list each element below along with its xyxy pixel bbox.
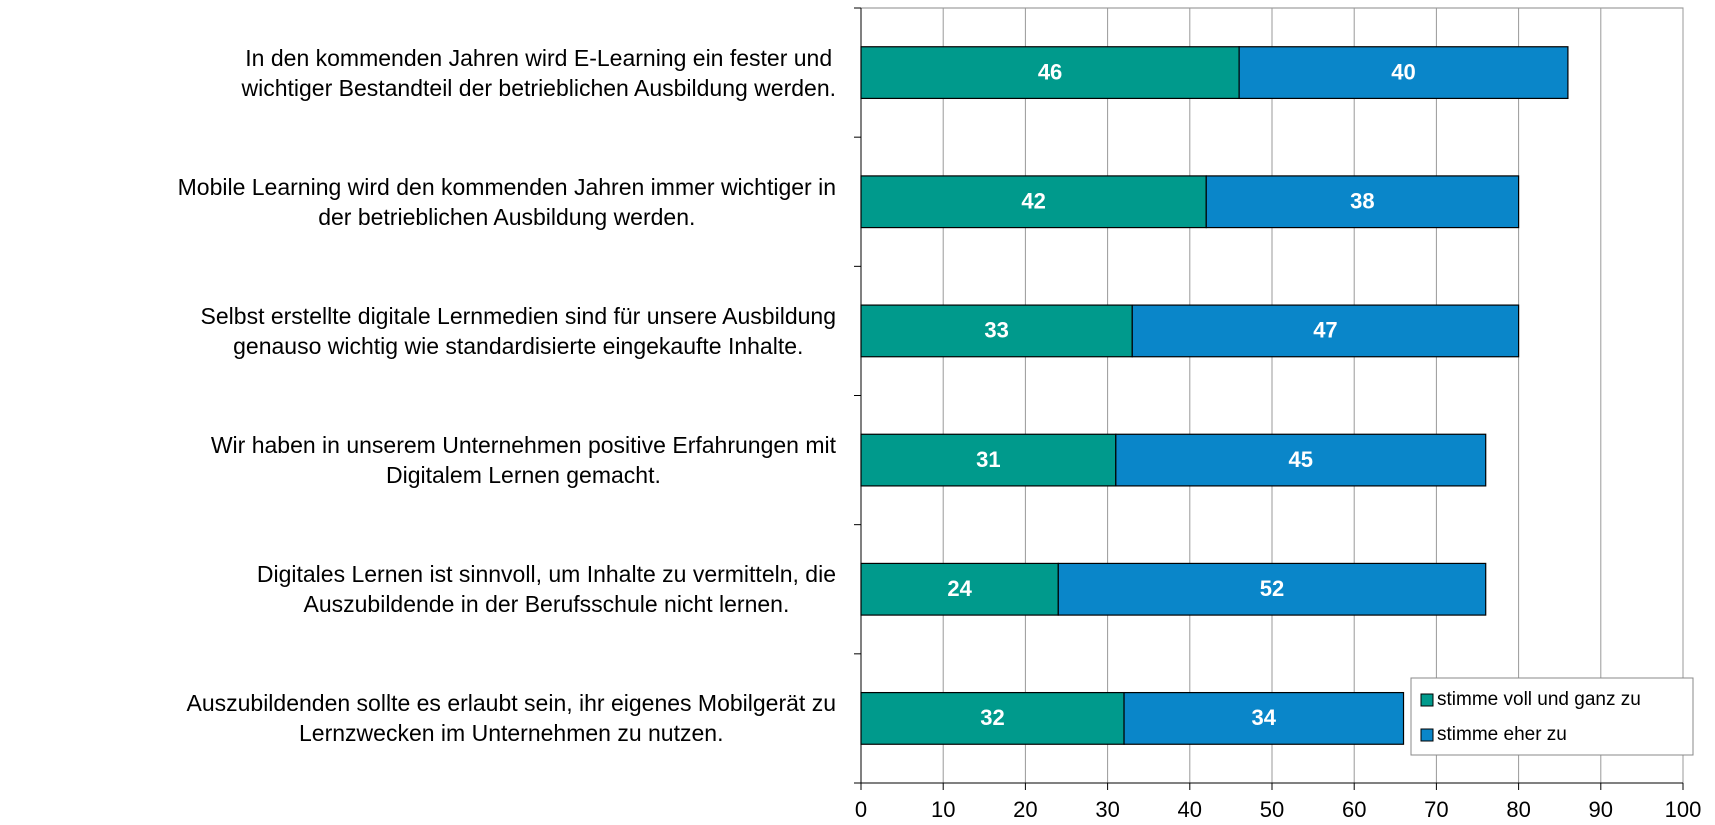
legend-swatch — [1420, 693, 1434, 707]
value-label: 42 — [1021, 189, 1045, 214]
x-tick-label: 50 — [1260, 797, 1284, 822]
value-label: 52 — [1260, 576, 1284, 601]
legend-box — [1410, 677, 1694, 756]
x-tick-label: 80 — [1506, 797, 1530, 822]
value-label: 38 — [1350, 189, 1374, 214]
x-tick-label: 20 — [1013, 797, 1037, 822]
value-label: 31 — [976, 447, 1000, 472]
legend-swatch — [1420, 728, 1434, 742]
category-label: Mobile Learning wird den kommenden Jahre… — [177, 173, 836, 230]
x-tick-label: 100 — [1665, 797, 1702, 822]
value-label: 40 — [1391, 59, 1415, 84]
x-tick-label: 40 — [1178, 797, 1202, 822]
x-tick-label: 90 — [1589, 797, 1613, 822]
category-label: Selbst erstellte digitale Lernmedien sin… — [200, 302, 836, 359]
bar — [860, 304, 1133, 358]
value-label: 47 — [1313, 318, 1337, 343]
value-label: 33 — [984, 318, 1008, 343]
bar — [1238, 46, 1569, 100]
bar — [860, 562, 1059, 616]
bar — [1131, 304, 1520, 358]
legend-label: stimme voll und ganz zu — [1437, 689, 1641, 710]
bar — [860, 46, 1240, 100]
value-label: 24 — [947, 576, 972, 601]
x-tick-label: 10 — [931, 797, 955, 822]
bar — [1123, 691, 1405, 745]
value-label: 32 — [980, 705, 1004, 730]
bar — [860, 433, 1117, 487]
bar — [860, 175, 1207, 229]
value-label: 45 — [1289, 447, 1313, 472]
x-tick-label: 70 — [1424, 797, 1448, 822]
x-tick-label: 30 — [1095, 797, 1119, 822]
bar — [1115, 433, 1487, 487]
bar — [1057, 562, 1487, 616]
category-label: Wir haben in unserem Unternehmen positiv… — [210, 432, 836, 489]
value-label: 34 — [1252, 705, 1277, 730]
x-tick-label: 60 — [1342, 797, 1366, 822]
category-label: Digitales Lernen ist sinnvoll, um Inhalt… — [256, 561, 836, 618]
x-tick-label: 0 — [855, 797, 867, 822]
bar — [1205, 175, 1520, 229]
category-label: Auszubildenden sollte es erlaubt sein, i… — [186, 690, 836, 747]
category-label: In den kommenden Jahren wird E-Learning … — [241, 44, 836, 101]
legend-label: stimme eher zu — [1437, 724, 1567, 745]
value-label: 46 — [1038, 59, 1062, 84]
